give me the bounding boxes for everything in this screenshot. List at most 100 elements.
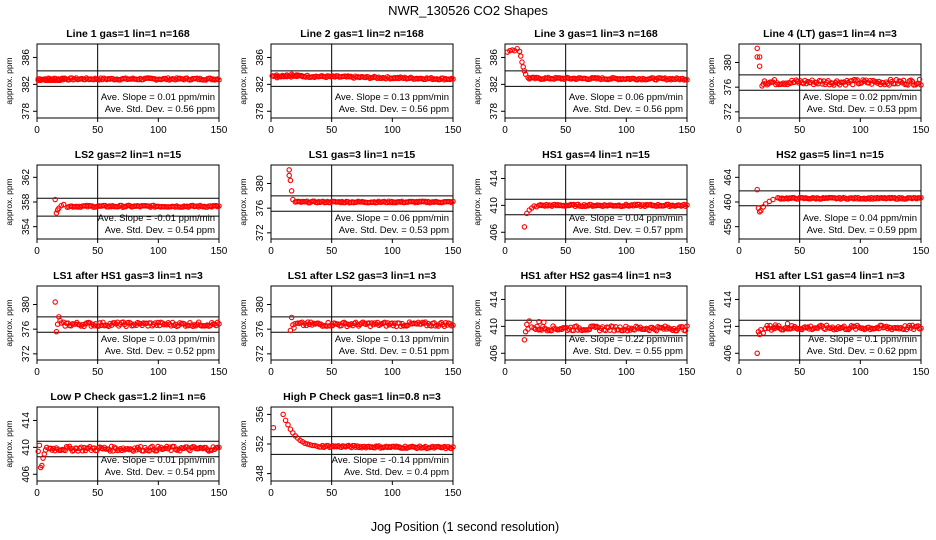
data-point	[884, 80, 891, 87]
slope-annotation: Ave. Slope = 0.06 ppm/min	[335, 213, 449, 224]
data-point	[216, 77, 222, 83]
data-point	[307, 441, 313, 448]
panel-1: Line 1 gas=1 lin=1 n=168 0 50 100 150 378 382 3…	[4, 28, 228, 136]
x-tick-label: 50	[92, 246, 104, 257]
data-point	[897, 78, 904, 85]
y-axis-label: approx. ppm	[238, 57, 248, 104]
data-points	[52, 299, 222, 335]
x-tick-label: 0	[268, 246, 274, 257]
y-tick-label: 414	[489, 291, 500, 308]
plot-frame	[738, 285, 922, 361]
y-tick-label: 348	[255, 465, 266, 482]
slope-annotation: Ave. Slope = 0.04 ppm/min	[803, 213, 917, 224]
data-point	[108, 443, 115, 450]
x-tick-label: 100	[852, 246, 869, 257]
y-tick-label: 386	[489, 49, 500, 66]
y-axis-label: approx. ppm	[4, 420, 14, 467]
data-point	[190, 323, 196, 330]
panel-7: HS1 gas=4 lin=1 n=15 0 50 100 150 406 410 414 ap…	[472, 149, 696, 257]
y-tick-label: 358	[21, 193, 32, 210]
y-tick-label: 386	[255, 49, 266, 66]
x-tick-label: 50	[794, 125, 806, 136]
x-tick-label: 0	[502, 246, 508, 257]
data-points	[754, 186, 924, 215]
slope-annotation: Ave. Slope = 0.13 ppm/min	[335, 334, 449, 345]
y-tick-label: 372	[255, 224, 266, 241]
x-tick-label: 100	[618, 125, 635, 136]
data-point	[918, 82, 924, 88]
panel-title: LS1 after HS1 gas=3 lin=1 n=3	[53, 270, 203, 282]
data-point	[918, 325, 924, 332]
panel-title: HS1 after HS2 gas=4 lin=1 n=3	[521, 270, 672, 282]
slope-annotation: Ave. Slope = 0.06 ppm/min	[569, 92, 683, 103]
panel-title: Line 2 gas=1 lin=2 n=168	[300, 28, 424, 40]
data-point	[756, 209, 763, 215]
panel-title: HS1 gas=4 lin=1 n=15	[542, 149, 650, 161]
x-tick-label: 0	[736, 367, 742, 378]
slope-annotation: Ave. Slope = 0.01 ppm/min	[101, 455, 215, 466]
x-axis-title: Jog Position (1 second resolution)	[371, 520, 559, 534]
y-tick-label: 406	[489, 344, 500, 361]
data-point	[770, 196, 776, 203]
data-point	[916, 76, 923, 83]
data-point	[105, 323, 112, 330]
x-tick-label: 0	[34, 125, 40, 136]
plot-frame	[36, 406, 220, 482]
data-point	[841, 323, 847, 330]
y-tick-label: 376	[255, 320, 266, 337]
x-tick-label: 0	[268, 367, 274, 378]
data-points	[754, 320, 924, 357]
y-axis-label: approx. ppm	[706, 178, 716, 225]
data-point	[354, 443, 361, 449]
data-point	[282, 417, 289, 424]
x-tick-label: 100	[150, 125, 167, 136]
x-tick-label: 50	[326, 367, 338, 378]
std-annotation: Ave. Std. Dev. = 0.52 ppm	[105, 346, 215, 357]
std-annotation: Ave. Std. Dev. = 0.62 ppm	[807, 346, 917, 357]
y-tick-label: 378	[255, 102, 266, 119]
plot-frame	[504, 164, 688, 240]
y-tick-label: 414	[723, 291, 734, 308]
data-point	[111, 444, 118, 450]
panel-3: Line 3 gas=1 lin=3 n=168 0 50 100 150 378 382 3…	[472, 28, 696, 136]
data-point	[684, 76, 690, 83]
plot-frame	[36, 285, 220, 361]
x-tick-label: 100	[150, 246, 167, 257]
data-point	[216, 444, 222, 451]
data-point	[762, 325, 769, 332]
data-point	[53, 210, 60, 216]
data-points	[754, 45, 924, 89]
data-point	[287, 177, 294, 184]
x-tick-label: 0	[34, 488, 40, 499]
x-tick-label: 50	[92, 367, 104, 378]
x-tick-label: 0	[34, 367, 40, 378]
data-point	[586, 326, 593, 333]
panel-11: HS1 after HS2 gas=4 lin=1 n=3 0 50 100 150 40…	[472, 270, 696, 378]
data-point	[802, 77, 808, 84]
data-point	[518, 53, 524, 59]
panel-4: Line 4 (LT) gas=1 lin=4 n=3 0 50 100 150 372 3…	[706, 28, 930, 136]
data-point	[285, 422, 291, 428]
data-point	[52, 299, 58, 305]
slope-annotation: Ave. Slope = 0.22 ppm/min	[569, 334, 683, 345]
data-point	[130, 448, 137, 454]
std-annotation: Ave. Std. Dev. = 0.59 ppm	[807, 225, 917, 236]
slope-annotation: Ave. Slope = 0.13 ppm/min	[335, 92, 449, 103]
y-axis-label: approx. ppm	[706, 299, 716, 346]
plot-frame	[504, 285, 688, 361]
data-point	[214, 319, 221, 326]
data-point	[771, 77, 778, 83]
std-annotation: Ave. Std. Dev. = 0.54 ppm	[105, 225, 215, 236]
y-tick-label: 376	[21, 320, 32, 337]
y-tick-label: 410	[21, 439, 32, 456]
data-points	[270, 411, 456, 452]
y-axis-label: approx. ppm	[4, 57, 14, 104]
panel-8: HS2 gas=5 lin=1 n=15 0 50 100 150 456 460 464 ap…	[706, 149, 930, 257]
panel-12: HS1 after LS1 gas=4 lin=1 n=3 0 50 100 150 40…	[706, 270, 930, 378]
panel-title: Low P Check gas=1.2 lin=1 n=6	[50, 391, 205, 403]
x-tick-label: 100	[150, 367, 167, 378]
panel-14: High P Check gas=1 lin=0.8 n=3 0 50 100 150 3…	[238, 391, 462, 499]
panel-title: High P Check gas=1 lin=0.8 n=3	[283, 391, 441, 403]
x-tick-label: 0	[34, 246, 40, 257]
y-tick-label: 376	[255, 199, 266, 216]
